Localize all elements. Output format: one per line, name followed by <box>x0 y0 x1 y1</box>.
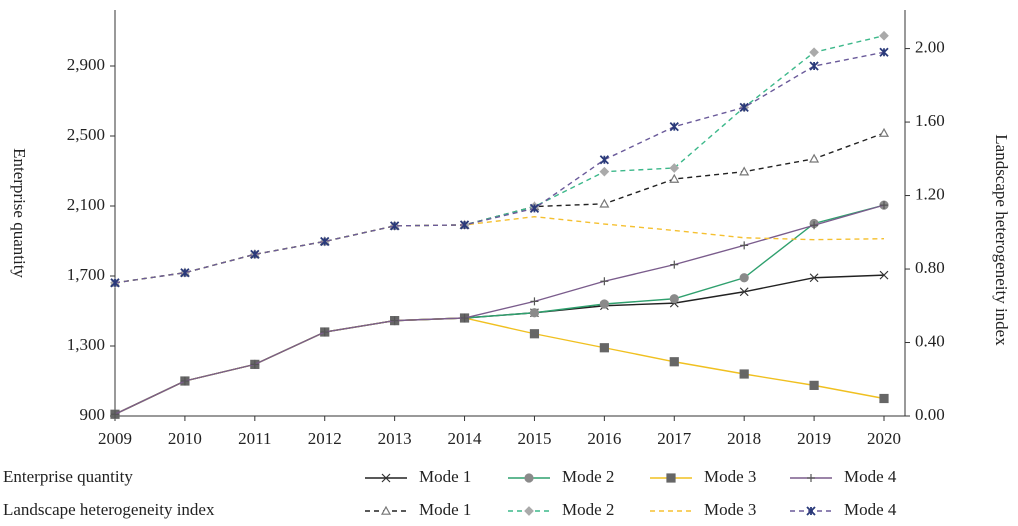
marker <box>599 166 610 177</box>
series-line <box>114 35 885 284</box>
marker <box>669 294 679 304</box>
y2-tick-label: 1.60 <box>915 111 945 130</box>
legend-label: Mode 2 <box>562 467 614 486</box>
marker <box>180 377 189 385</box>
legend-marker <box>666 473 676 483</box>
x-tick-label: 2017 <box>657 429 692 448</box>
marker <box>809 61 819 71</box>
marker <box>180 268 190 278</box>
legend-label: Mode 1 <box>419 467 471 486</box>
x-tick-label: 2010 <box>168 429 202 448</box>
marker <box>599 343 609 353</box>
marker <box>599 155 610 165</box>
x-tick-label: 2016 <box>587 429 621 448</box>
marker <box>739 102 749 113</box>
x-tick-label: 2009 <box>98 429 132 448</box>
marker <box>739 369 749 379</box>
marker <box>739 166 750 176</box>
x-tick-label: 2019 <box>797 429 831 448</box>
y-tick-label: 2,100 <box>67 195 105 214</box>
x-tick-label: 2012 <box>308 429 342 448</box>
legend-marker <box>524 506 534 516</box>
marker <box>529 329 540 339</box>
marker <box>250 360 259 369</box>
series-line <box>114 317 885 415</box>
x-tick-label: 2020 <box>867 429 901 448</box>
marker <box>459 220 470 230</box>
y2-tick-label: 0.80 <box>915 258 945 277</box>
marker <box>390 316 399 325</box>
x-tick-label: 2018 <box>727 429 761 448</box>
legend-label: Mode 3 <box>704 500 756 519</box>
legend-group-label: Landscape heterogeneity index <box>3 500 215 519</box>
x-tick-label: 2011 <box>238 429 271 448</box>
y2-tick-label: 2.00 <box>915 37 945 56</box>
legend-label: Mode 1 <box>419 500 471 519</box>
marker <box>810 221 819 230</box>
series-line <box>114 51 885 284</box>
y2-tick-label: 0.00 <box>915 405 945 424</box>
marker <box>111 410 119 419</box>
marker <box>460 314 469 322</box>
y2-tick-label: 0.40 <box>915 331 945 350</box>
series-line <box>114 274 885 415</box>
legend-marker <box>381 473 391 483</box>
marker <box>879 30 889 41</box>
legend-marker <box>807 474 815 482</box>
marker <box>669 122 679 132</box>
y-tick-label: 2,900 <box>67 55 105 74</box>
series-line <box>114 215 885 284</box>
marker <box>599 198 610 208</box>
marker <box>879 393 889 404</box>
marker <box>739 287 749 297</box>
marker <box>878 127 890 137</box>
marker <box>320 328 329 336</box>
marker <box>880 201 888 210</box>
marker <box>879 270 889 280</box>
legend-marker <box>380 505 392 515</box>
legend-label: Mode 4 <box>844 467 897 486</box>
marker <box>809 47 819 58</box>
marker <box>739 273 749 283</box>
y-axis-label: Enterprise quantity <box>10 148 29 278</box>
y2-tick-label: 1.20 <box>915 184 945 203</box>
marker <box>809 273 819 283</box>
marker <box>740 241 749 250</box>
marker <box>599 299 609 309</box>
marker <box>529 203 540 214</box>
series-line <box>114 204 885 415</box>
marker <box>110 278 120 288</box>
marker <box>809 380 819 390</box>
x-tick-label: 2013 <box>378 429 412 448</box>
legend-label: Mode 3 <box>704 467 756 486</box>
marker <box>320 236 330 247</box>
legend-label: Mode 4 <box>844 500 897 519</box>
marker <box>600 277 609 286</box>
y-tick-label: 1,300 <box>67 335 105 354</box>
marker <box>530 297 539 306</box>
legend-label: Mode 2 <box>562 500 614 519</box>
marker <box>529 308 540 318</box>
marker <box>669 163 680 173</box>
marker <box>669 357 679 367</box>
y2-axis-label: Landscape heterogeneity index <box>992 134 1011 346</box>
legend-marker <box>524 473 534 483</box>
marker <box>669 173 680 183</box>
marker <box>670 260 679 269</box>
y-tick-label: 1,700 <box>67 265 105 284</box>
x-tick-label: 2014 <box>448 429 483 448</box>
x-tick-label: 2015 <box>517 429 551 448</box>
marker <box>809 153 820 163</box>
y-tick-label: 2,500 <box>67 125 105 144</box>
marker <box>250 249 260 259</box>
marker <box>389 221 400 231</box>
marker <box>879 47 889 57</box>
legend-marker <box>806 506 816 516</box>
legend-group-label: Enterprise quantity <box>3 467 133 486</box>
y-tick-label: 900 <box>80 405 106 424</box>
